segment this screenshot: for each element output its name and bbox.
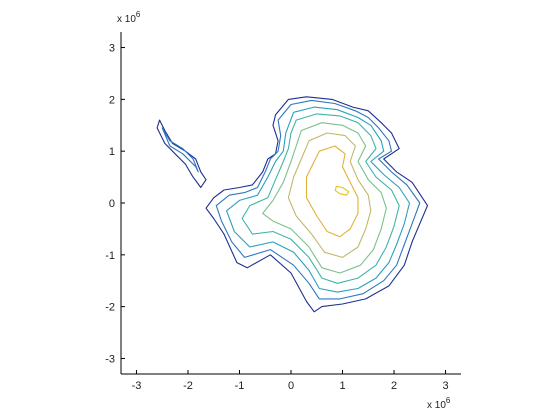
- tick-labels: -3 -2 -1 0 1 2 3 -3 -2 -1 0 1 2 3: [105, 43, 448, 392]
- y-tick-label: 2: [109, 94, 115, 106]
- contour-line-level-7: [334, 185, 350, 196]
- axes: [120, 32, 461, 375]
- contour-lines: [156, 96, 429, 313]
- x-tick-label: 0: [288, 380, 294, 392]
- x-tick-label: 1: [339, 380, 345, 392]
- contour-line-level-4: [262, 122, 387, 274]
- x-exponent-power: 6: [446, 396, 451, 405]
- contour-line-level-0: [205, 96, 429, 313]
- y-tick-label: -2: [105, 302, 115, 314]
- y-tick-label: -1: [105, 250, 115, 262]
- contour-line-level-1: [215, 99, 421, 300]
- x-tick-label: 2: [391, 380, 397, 392]
- y-tick-label: -3: [105, 353, 115, 365]
- y-exponent-power: 6: [136, 10, 141, 19]
- x-exponent-base: x 10: [427, 400, 446, 411]
- y-tick-label: 1: [109, 146, 115, 158]
- contour-line-level-6: [305, 145, 359, 238]
- contour-line-level-0: [156, 119, 207, 189]
- x-tick-label: -1: [235, 380, 245, 392]
- x-tick-label: -3: [132, 380, 142, 392]
- x-tick-label: -2: [183, 380, 193, 392]
- contour-line-level-3: [241, 113, 400, 284]
- y-axis-exponent-label: x 106: [117, 10, 141, 25]
- x-axis-exponent-label: x 106: [427, 396, 451, 411]
- contour-line-level-2: [226, 106, 411, 293]
- contour-line-level-1: [161, 127, 199, 173]
- y-tick-label: 0: [109, 198, 115, 210]
- y-tick-label: 3: [109, 43, 115, 55]
- x-tick-label: 3: [442, 380, 448, 392]
- y-exponent-base: x 10: [117, 14, 136, 25]
- contour-line-level-5: [287, 132, 372, 258]
